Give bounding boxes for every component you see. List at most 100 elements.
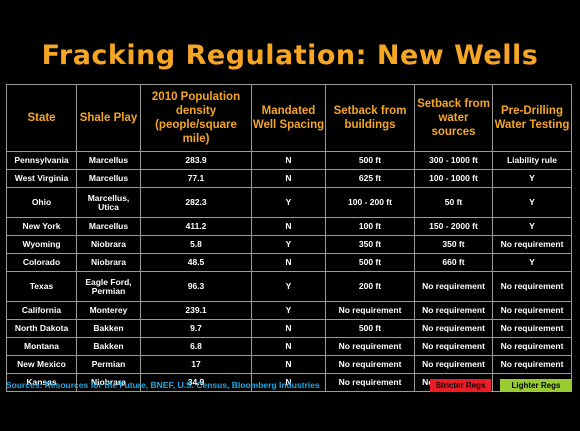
sources-text: Sources: Resources for the Future, BNEF,…	[6, 380, 320, 390]
setback-water-cell: 50 ft	[414, 187, 493, 218]
legend-stricter: Stricter Regs	[430, 379, 491, 392]
density-cell: 283.9	[140, 151, 252, 170]
setback-water-cell: 350 ft	[414, 235, 493, 254]
table-row: North Dakota Bakken 9.7 N 500 ft No requireme…	[6, 319, 572, 338]
well-spacing-cell: Y	[251, 271, 326, 302]
water-testing-cell: No requirement	[492, 301, 572, 320]
setback-water-cell: 150 - 2000 ft	[414, 217, 493, 236]
header-setback-water: Setback from water sources	[414, 84, 493, 152]
setback-water-cell: No requirement	[414, 355, 493, 374]
shale-play-cell: Bakken	[76, 337, 141, 356]
density-cell: 34.9	[140, 373, 252, 392]
state-cell: Wyoming	[6, 235, 77, 254]
setback-water-cell: No requirement	[414, 319, 493, 338]
state-cell: Montana	[6, 337, 77, 356]
state-cell: Colorado	[6, 253, 77, 272]
shale-play-cell: Marcellus	[76, 169, 141, 188]
well-spacing-cell: Y	[251, 301, 326, 320]
header-population-density: 2010 Population density (people/square m…	[140, 84, 252, 152]
well-spacing-cell: N	[251, 319, 326, 338]
header-state: State	[6, 84, 77, 152]
state-cell: Kansas	[6, 373, 77, 392]
water-testing-cell: No requirement	[492, 337, 572, 356]
density-cell: 6.8	[140, 337, 252, 356]
table-row: Montana Bakken 6.8 N No requirement No requir…	[6, 337, 572, 356]
well-spacing-cell: N	[251, 355, 326, 374]
setback-buildings-cell: 200 ft	[325, 271, 415, 302]
setback-buildings-cell: 100 ft	[325, 217, 415, 236]
header-water-testing: Pre-Drilling Water Testing	[492, 84, 572, 152]
density-cell: 96.3	[140, 271, 252, 302]
table-row: New York Marcellus 411.2 N 100 ft 150 - 2000 …	[6, 217, 572, 236]
well-spacing-cell: N	[251, 337, 326, 356]
header-row: State Shale Play 2010 Population density…	[6, 84, 572, 152]
well-spacing-cell: Y	[251, 187, 326, 218]
shale-play-cell: Monterey	[76, 301, 141, 320]
water-testing-cell: Y	[492, 253, 572, 272]
well-spacing-cell: N	[251, 217, 326, 236]
water-testing-cell: No requirement	[492, 319, 572, 338]
shale-play-cell: Eagle Ford, Permian	[76, 271, 141, 302]
setback-water-cell: 300 - 1000 ft	[414, 151, 493, 170]
table-row: West Virginia Marcellus 77.1 N 625 ft 100 - 1…	[6, 169, 572, 188]
state-cell: Ohio	[6, 187, 77, 218]
well-spacing-cell: Y	[251, 235, 326, 254]
setback-buildings-cell: 500 ft	[325, 253, 415, 272]
state-cell: Texas	[6, 271, 77, 302]
header-setback-buildings: Setback from buildings	[325, 84, 415, 152]
state-cell: North Dakota	[6, 319, 77, 338]
header-shale-play: Shale Play	[76, 84, 141, 152]
state-cell: California	[6, 301, 77, 320]
well-spacing-cell: N	[251, 169, 326, 188]
table-row: Colorado Niobrara 48.5 N 500 ft 660 ft Y	[6, 253, 572, 272]
density-cell: 9.7	[140, 319, 252, 338]
footer: Sources: Resources for the Future, BNEF,…	[6, 378, 574, 394]
density-cell: 5.8	[140, 235, 252, 254]
regulation-table: State Shale Play 2010 Population density…	[6, 84, 572, 392]
well-spacing-cell: N	[251, 151, 326, 170]
shale-play-cell: Bakken	[76, 319, 141, 338]
shale-play-cell: Niobrara	[76, 253, 141, 272]
slide-title: Fracking Regulation: New Wells	[41, 40, 539, 71]
setback-buildings-cell: 350 ft	[325, 235, 415, 254]
density-cell: 239.1	[140, 301, 252, 320]
shale-play-cell: Marcellus	[76, 217, 141, 236]
setback-buildings-cell: No requirement	[325, 337, 415, 356]
state-cell: New York	[6, 217, 77, 236]
density-cell: 411.2	[140, 217, 252, 236]
table-row: New Mexico Permian 17 N No requirement No req…	[6, 355, 572, 374]
water-testing-cell: No requirement	[492, 355, 572, 374]
well-spacing-cell: N	[251, 253, 326, 272]
density-cell: 282.3	[140, 187, 252, 218]
setback-water-cell: No requirement	[414, 337, 493, 356]
water-testing-cell: No requirement	[492, 271, 572, 302]
setback-buildings-cell: No requirement	[325, 373, 415, 392]
setback-buildings-cell: 500 ft	[325, 151, 415, 170]
shale-play-cell: Permian	[76, 355, 141, 374]
setback-buildings-cell: No requirement	[325, 301, 415, 320]
shale-play-cell: Marcellus	[76, 151, 141, 170]
table-row: Pennsylvania Marcellus 283.9 N 500 ft 300 - 1…	[6, 151, 572, 170]
state-cell: New Mexico	[6, 355, 77, 374]
table-body: Pennsylvania Marcellus 283.9 N 500 ft 300 - 1…	[6, 151, 572, 392]
setback-buildings-cell: No requirement	[325, 355, 415, 374]
setback-buildings-cell: 500 ft	[325, 319, 415, 338]
water-testing-cell: No requirement	[492, 235, 572, 254]
setback-water-cell: 660 ft	[414, 253, 493, 272]
density-cell: 77.1	[140, 169, 252, 188]
shale-play-cell: Niobrara	[76, 235, 141, 254]
state-cell: West Virginia	[6, 169, 77, 188]
table-row: California Monterey 239.1 Y No requirement No…	[6, 301, 572, 320]
setback-water-cell: 100 - 1000 ft	[414, 169, 493, 188]
table-row: Wyoming Niobrara 5.8 Y 350 ft 350 ft No requir…	[6, 235, 572, 254]
water-testing-cell: Y	[492, 217, 572, 236]
density-cell: 48.5	[140, 253, 252, 272]
header-well-spacing: Mandated Well Spacing	[251, 84, 326, 152]
table-row: Ohio Marcellus, Utica 282.3 Y 100 - 200 ft 50…	[6, 187, 572, 218]
water-testing-cell: Y	[492, 169, 572, 188]
setback-water-cell: No requirement	[414, 271, 493, 302]
well-spacing-cell: N	[251, 373, 326, 392]
setback-water-cell: No requirement	[414, 301, 493, 320]
state-cell: Pennsylvania	[6, 151, 77, 170]
